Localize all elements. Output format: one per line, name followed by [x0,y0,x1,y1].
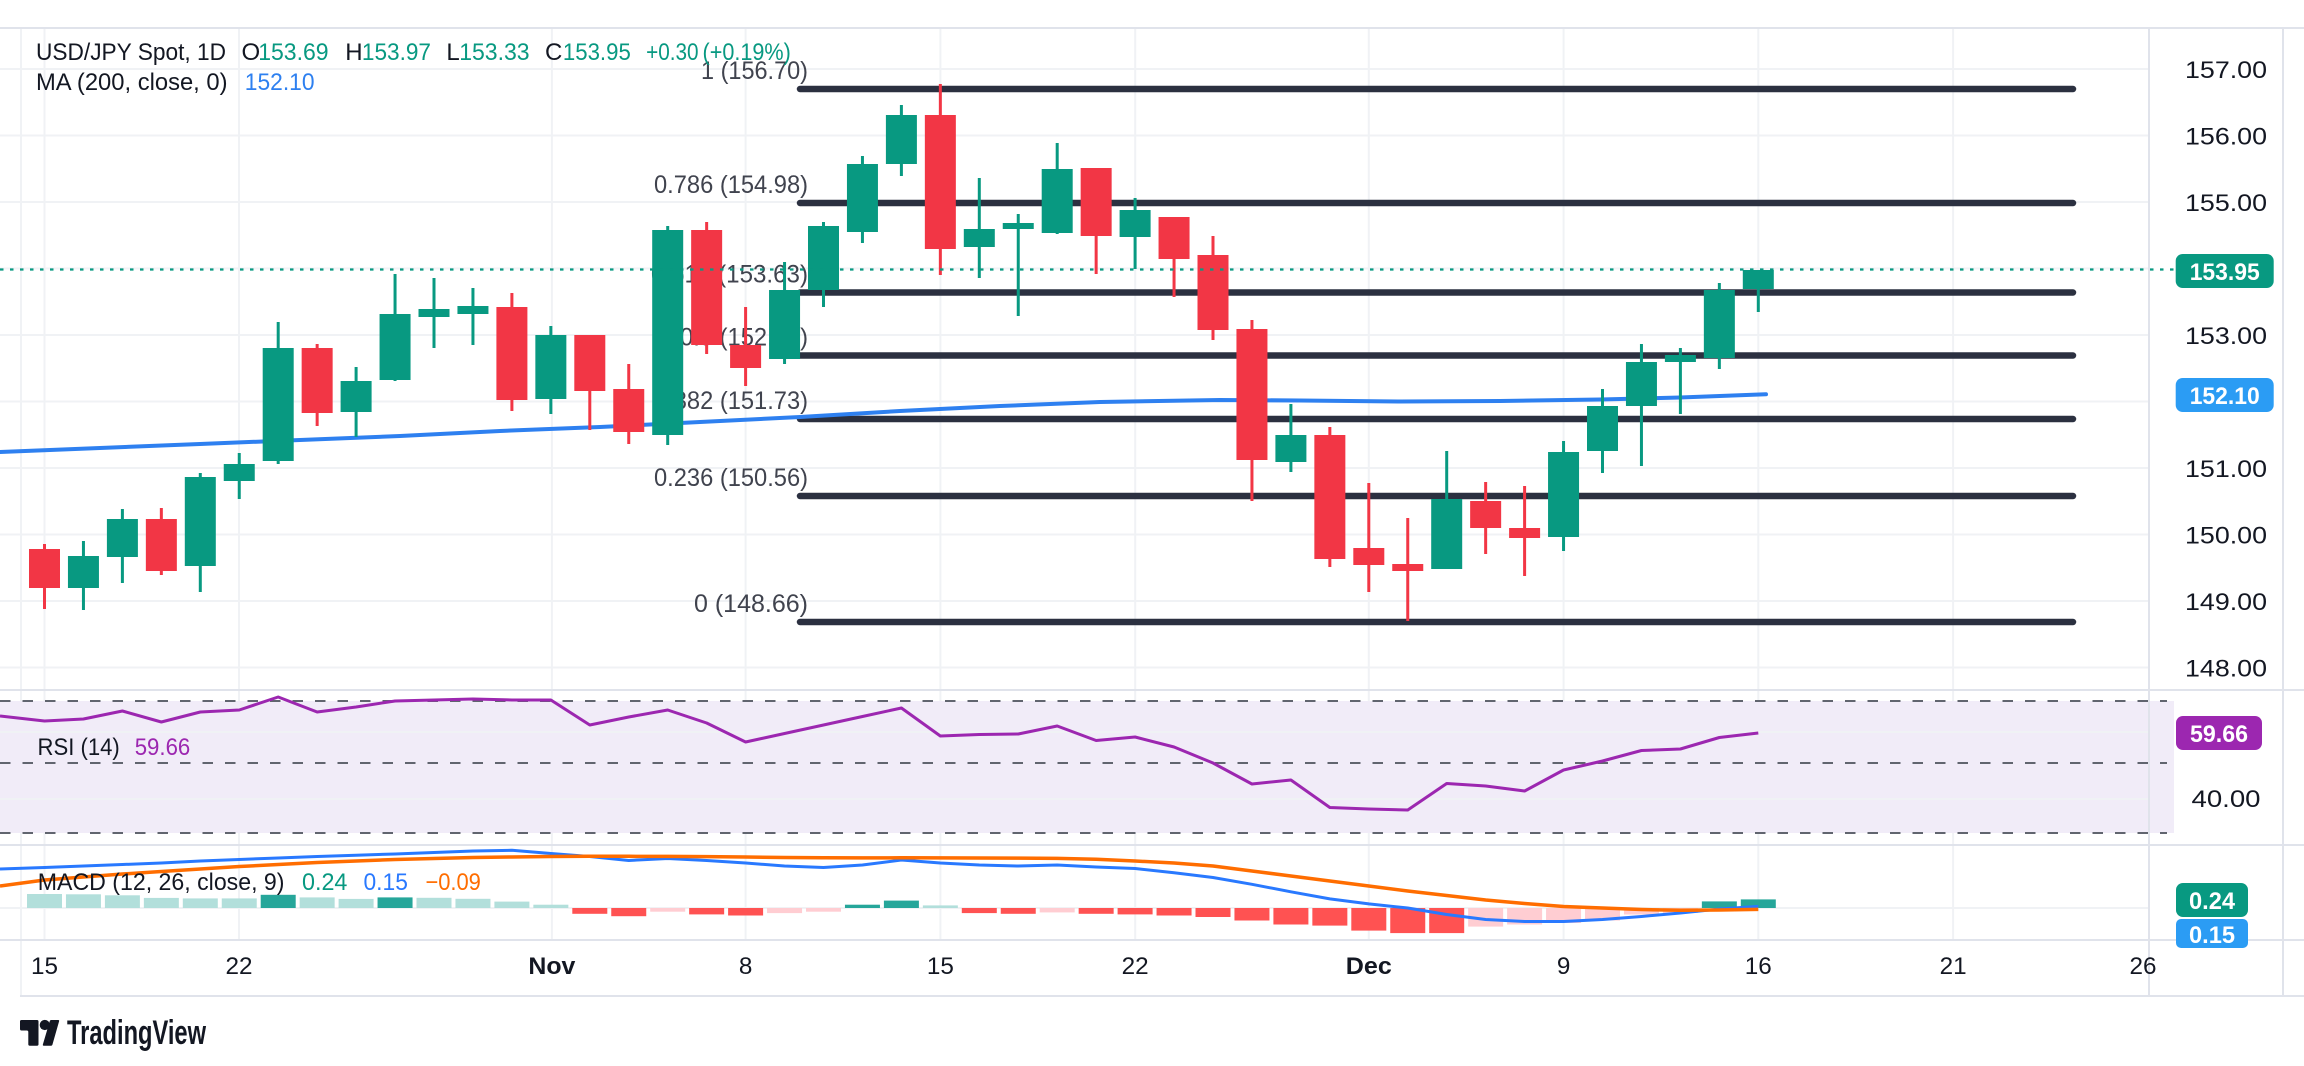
svg-text:21: 21 [1940,953,1967,980]
svg-text:153.97: 153.97 [362,39,431,66]
svg-text:C: C [545,39,562,66]
svg-text:155.00: 155.00 [2185,190,2267,217]
svg-text:RSI (14): RSI (14) [38,734,120,761]
svg-text:H: H [345,39,362,66]
svg-text:152.10: 152.10 [2190,383,2260,410]
svg-text:149.00: 149.00 [2185,589,2267,616]
svg-text:O: O [242,39,261,66]
svg-text:40.00: 40.00 [2192,786,2261,813]
svg-text:MA (200, close, 0): MA (200, close, 0) [36,69,228,96]
svg-text:151.00: 151.00 [2185,456,2267,483]
svg-text:0 (148.66): 0 (148.66) [694,590,808,618]
svg-text:Nov: Nov [528,953,576,980]
svg-text:16: 16 [1745,953,1772,980]
svg-text:−0.09: −0.09 [425,869,481,896]
svg-text:148.00: 148.00 [2185,656,2267,683]
svg-text:L: L [446,39,459,66]
svg-text:Dec: Dec [1346,953,1392,980]
svg-text:153.95: 153.95 [2190,259,2260,286]
svg-text:USD/JPY Spot, 1D: USD/JPY Spot, 1D [36,39,226,66]
svg-text:153.00: 153.00 [2185,323,2267,350]
svg-text:15: 15 [31,953,58,980]
svg-text:9: 9 [1557,953,1571,980]
svg-text:22: 22 [226,953,253,980]
svg-text:(+0.19%): (+0.19%) [703,39,791,66]
svg-text:59.66: 59.66 [2190,721,2248,748]
svg-text:1 (156.70): 1 (156.70) [701,57,808,85]
svg-text:0.24: 0.24 [302,869,347,896]
svg-text:0.236 (150.56): 0.236 (150.56) [654,464,808,492]
svg-text:+0.30: +0.30 [646,39,699,66]
svg-text:TradingView: TradingView [67,1014,206,1052]
svg-text:0.15: 0.15 [364,869,408,896]
svg-text:26: 26 [2130,953,2157,980]
svg-text:0.15: 0.15 [2189,922,2235,949]
svg-text:15: 15 [927,953,954,980]
svg-text:59.66: 59.66 [135,734,191,761]
svg-text:157.00: 157.00 [2185,57,2267,84]
svg-text:153.95: 153.95 [563,39,631,66]
svg-text:153.33: 153.33 [459,39,529,66]
svg-text:0.786 (154.98): 0.786 (154.98) [654,171,808,199]
svg-text:0.24: 0.24 [2189,888,2236,915]
svg-text:8: 8 [739,953,753,980]
svg-text:152.10: 152.10 [245,69,315,96]
svg-text:22: 22 [1122,953,1149,980]
svg-text:156.00: 156.00 [2185,124,2267,151]
svg-text:153.69: 153.69 [258,39,328,66]
svg-text:MACD (12, 26, close, 9): MACD (12, 26, close, 9) [38,869,285,896]
svg-text:150.00: 150.00 [2185,523,2267,550]
